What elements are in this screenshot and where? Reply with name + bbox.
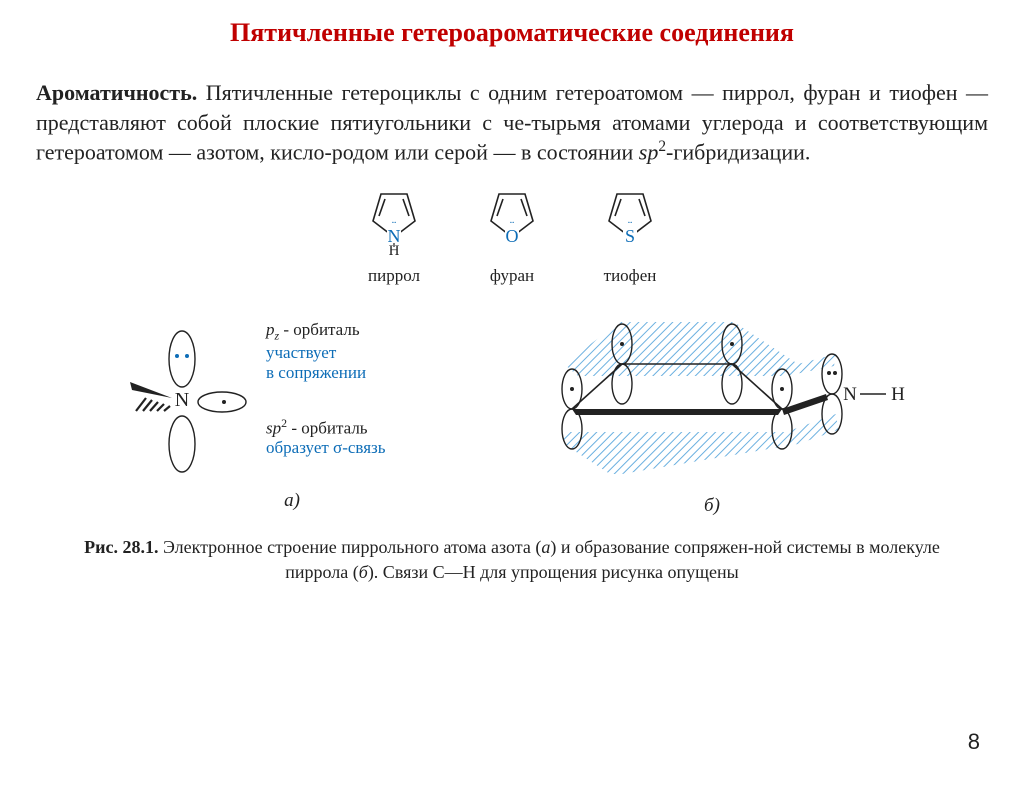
orbital-n-icon: N bbox=[102, 314, 262, 484]
figure-caption: Рис. 28.1. Электронное строение пиррольн… bbox=[60, 535, 964, 584]
mol-furan: O ¨ фуран bbox=[477, 179, 547, 286]
page-title: Пятичленные гетероароматические соединен… bbox=[0, 18, 1024, 48]
page-number: 8 bbox=[968, 729, 980, 755]
mol-label: тиофен bbox=[595, 266, 665, 286]
mol-pyrrole: N ¨ H пиррол bbox=[359, 179, 429, 286]
molecule-row: N ¨ H пиррол O ¨ фуран S ¨ тиофен bbox=[0, 179, 1024, 286]
mol-label: пиррол bbox=[359, 266, 429, 286]
furan-icon: O ¨ bbox=[477, 179, 547, 257]
svg-text:¨: ¨ bbox=[392, 218, 396, 233]
diagram-a: N bbox=[102, 314, 482, 512]
svg-text:H: H bbox=[891, 384, 905, 405]
mol-label: фуран bbox=[477, 266, 547, 286]
svg-text:¨: ¨ bbox=[628, 218, 632, 233]
thiophene-icon: S ¨ bbox=[595, 179, 665, 257]
sp-notation: sp bbox=[639, 140, 659, 165]
orbital-labels: pz - орбиталь участвует в сопряжении sp2… bbox=[266, 320, 386, 457]
mol-thiophene: S ¨ тиофен bbox=[595, 179, 665, 286]
svg-text:¨: ¨ bbox=[510, 218, 514, 233]
pyrrole-conjugation-icon: N H bbox=[502, 314, 922, 484]
diag-b-label: б) bbox=[502, 495, 922, 517]
para-lead: Ароматичность. bbox=[36, 80, 197, 105]
pyrrole-icon: N ¨ H bbox=[359, 179, 429, 257]
sp-sup: 2 bbox=[658, 138, 666, 155]
para-tail: -гибридизации. bbox=[666, 140, 810, 165]
svg-text:N: N bbox=[175, 389, 189, 411]
diagram-b: N H б) bbox=[502, 314, 922, 517]
svg-text:N: N bbox=[843, 384, 857, 405]
caption-bold: Рис. 28.1. bbox=[84, 537, 158, 557]
diagram-row: N bbox=[0, 314, 1024, 517]
diag-a-label: а) bbox=[102, 490, 482, 512]
intro-paragraph: Ароматичность. Пятичленные гетероциклы с… bbox=[36, 78, 988, 167]
